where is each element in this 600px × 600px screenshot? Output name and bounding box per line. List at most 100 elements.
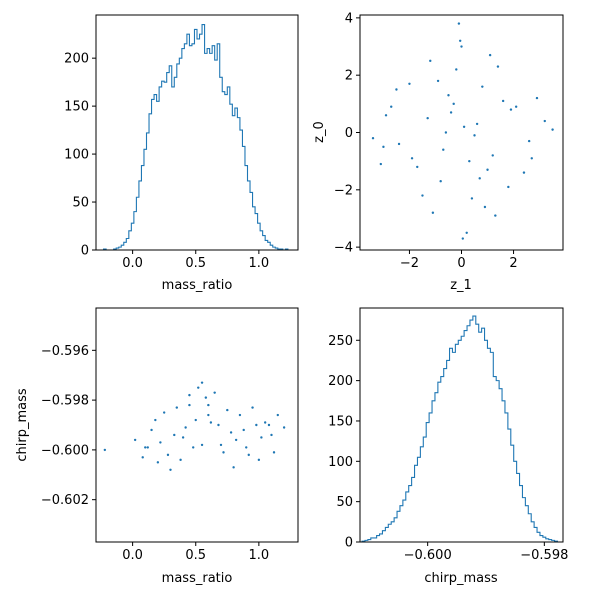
y-tick-label: −0.602 (41, 493, 89, 508)
scatter-point (238, 413, 242, 417)
scatter-point (461, 237, 465, 240)
scatter-point (458, 39, 462, 42)
panel-z1-z0-scatter: −2 0 2 −4 −2 0 2 4 z_1 z_0 (312, 11, 564, 293)
x-axis-label: z_1 (450, 278, 472, 293)
scatter-point (217, 423, 220, 427)
scatter-point (501, 99, 505, 103)
scatter-point (397, 142, 401, 146)
scatter-point (431, 211, 435, 214)
tick-marks: −0.600 −0.598 0 50 100 150 200 250 (328, 334, 568, 563)
scatter-point (543, 119, 546, 123)
y-axis-label: chirp_mass (15, 388, 30, 461)
x-tick-label: 0.0 (122, 548, 143, 563)
scatter-point (103, 448, 107, 452)
scatter-point (159, 441, 162, 444)
scatter-point (272, 451, 276, 454)
scatter-point (527, 139, 531, 143)
y-tick-label: 200 (64, 52, 89, 67)
scatter-points (103, 381, 286, 472)
y-tick-label: 50 (72, 196, 89, 211)
scatter-point (207, 413, 210, 417)
scatter-point (181, 436, 185, 439)
scatter-point (255, 423, 258, 427)
y-tick-label: 50 (336, 495, 353, 510)
scatter-point (260, 436, 263, 439)
histogram-step-path (103, 24, 291, 251)
scatter-point (257, 458, 261, 462)
x-tick-label: −2 (400, 256, 419, 271)
scatter-point (421, 194, 424, 197)
scatter-point (209, 421, 213, 424)
scatter-points (371, 22, 554, 240)
scatter-point (232, 466, 235, 469)
scatter-point (133, 438, 137, 442)
scatter-point (481, 85, 484, 88)
scatter-point (382, 145, 385, 149)
x-tick-label: 1.0 (249, 256, 270, 271)
histogram-step-line (361, 315, 559, 542)
x-tick-label: 0.5 (185, 256, 206, 271)
scatter-point (188, 403, 191, 407)
y-axis-label: z_0 (312, 121, 327, 143)
x-tick-label: 0.0 (122, 256, 143, 271)
scatter-point (535, 96, 539, 100)
y-tick-label: −2 (334, 183, 353, 198)
y-tick-label: −4 (334, 241, 353, 256)
scatter-point (384, 114, 388, 117)
scatter-point (226, 408, 229, 412)
y-tick-label: 150 (328, 414, 353, 429)
scatter-point (465, 231, 468, 235)
tick-marks: −2 0 2 −4 −2 0 2 4 (334, 11, 518, 271)
scatter-point (222, 451, 225, 454)
axes-frame (95, 14, 299, 251)
scatter-point (179, 458, 182, 462)
y-tick-label: 150 (64, 100, 89, 115)
scatter-point (488, 53, 492, 57)
scatter-point (150, 428, 153, 432)
scatter-point (436, 79, 440, 83)
y-tick-label: 200 (328, 374, 353, 389)
scatter-point (282, 426, 286, 429)
scatter-point (207, 403, 210, 407)
scatter-point (462, 125, 466, 128)
scatter-point (194, 418, 197, 422)
scatter-point (494, 214, 497, 217)
scatter-point (270, 433, 273, 437)
scatter-point (390, 105, 393, 108)
x-tick-label: 1.0 (249, 548, 270, 563)
scatter-point (213, 391, 216, 394)
scatter-point (551, 128, 554, 131)
scatter-point (245, 446, 248, 449)
y-tick-label: 100 (64, 148, 89, 163)
y-tick-label: −0.600 (41, 443, 89, 458)
scatter-point (144, 446, 147, 449)
scatter-point (234, 438, 238, 442)
scatter-point (197, 386, 200, 389)
scatter-point (229, 431, 233, 434)
scatter-point (188, 393, 191, 397)
scatter-point (267, 423, 271, 427)
scatter-point (475, 122, 479, 126)
axes-frame (359, 307, 564, 543)
scatter-point (219, 443, 223, 447)
scatter-point (468, 159, 471, 163)
y-tick-label: 4 (345, 11, 353, 26)
panel-chirp-mass-histogram: −0.600 −0.598 0 50 100 150 200 250 chirp_mass (328, 307, 568, 586)
scatter-point (141, 456, 144, 459)
scatter-point (166, 453, 170, 457)
scatter-point (447, 94, 450, 97)
tick-marks: 0.0 0.5 1.0 0 50 100 150 200 (64, 52, 269, 271)
scatter-point (530, 157, 533, 160)
scatter-point (429, 59, 432, 63)
y-tick-label: 0 (345, 126, 353, 141)
y-tick-label: −0.596 (41, 344, 89, 359)
x-tick-label: −0.598 (520, 548, 568, 563)
scatter-point (379, 162, 383, 166)
scatter-point (192, 446, 195, 449)
scatter-point (491, 154, 494, 157)
scatter-point (175, 406, 178, 409)
scatter-point (371, 137, 375, 140)
scatter-point (146, 446, 149, 449)
scatter-point (509, 108, 513, 111)
